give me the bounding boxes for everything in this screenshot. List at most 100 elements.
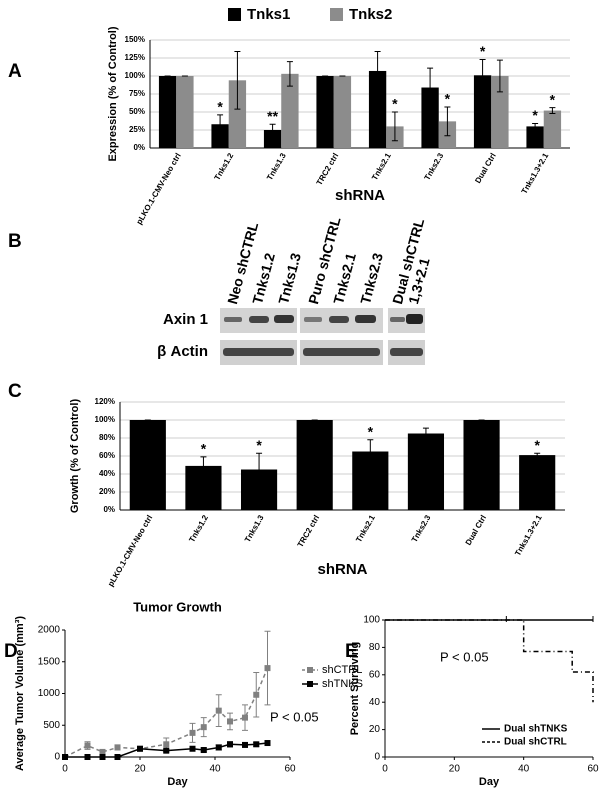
legend-marker bbox=[307, 681, 313, 687]
error-bar bbox=[200, 456, 207, 476]
bar bbox=[473, 75, 492, 148]
bar bbox=[129, 420, 166, 510]
x-tick-label: 0 bbox=[62, 764, 68, 775]
significance-label: * bbox=[201, 441, 207, 457]
marker bbox=[200, 724, 207, 731]
y-tick-label: 0% bbox=[133, 143, 145, 152]
bar bbox=[211, 124, 229, 148]
blot-band bbox=[249, 316, 269, 323]
y-tick-label: 0 bbox=[374, 752, 380, 763]
x-tick-label: 40 bbox=[209, 764, 221, 775]
significance-label: ** bbox=[267, 108, 278, 124]
marker bbox=[242, 741, 248, 748]
bar bbox=[228, 80, 247, 148]
x-tick-label: Tnks1.3 bbox=[243, 513, 266, 544]
y-tick-label: 60% bbox=[99, 451, 115, 460]
marker bbox=[163, 741, 170, 748]
error-bar bbox=[286, 61, 293, 87]
x-tick-label: Tnks1.3+2.1 bbox=[513, 513, 544, 557]
legend-label: Tnks1 bbox=[247, 6, 290, 23]
error-bar bbox=[367, 439, 374, 464]
x-tick-label: Tnks1.3+2.1 bbox=[520, 151, 551, 195]
marker bbox=[163, 747, 170, 754]
x-tick-label: 60 bbox=[587, 764, 599, 775]
bar bbox=[491, 76, 509, 148]
x-tick-label: Tnks2.3 bbox=[423, 151, 446, 182]
legend-label: Dual shCTRL bbox=[504, 737, 567, 748]
lane-label: Tnks2.1 bbox=[330, 251, 359, 306]
x-tick-label: 0 bbox=[382, 764, 388, 775]
bar bbox=[526, 126, 544, 148]
bar bbox=[158, 76, 177, 148]
annotation: P < 0.05 bbox=[440, 649, 489, 664]
blot-band bbox=[224, 317, 242, 322]
significance-label: * bbox=[532, 107, 538, 123]
error-bar bbox=[256, 452, 263, 487]
marker bbox=[253, 691, 260, 698]
error-bar bbox=[496, 59, 503, 93]
marker bbox=[215, 707, 222, 714]
blot-band bbox=[355, 315, 376, 323]
y-tick-label: 75% bbox=[129, 89, 145, 98]
y-tick-label: 2000 bbox=[38, 625, 61, 636]
x-tick-label: Tnks2.3 bbox=[410, 513, 433, 544]
annotation: P < 0.05 bbox=[270, 709, 319, 724]
panel-letter: A bbox=[8, 61, 22, 82]
y-tick-label: 40% bbox=[99, 469, 115, 478]
marker bbox=[264, 665, 271, 672]
bar bbox=[407, 433, 445, 510]
marker bbox=[99, 754, 106, 760]
legend-label: shTNKS bbox=[322, 678, 363, 690]
x-tick-label: 20 bbox=[449, 764, 461, 775]
y-tick-label: 20 bbox=[369, 724, 381, 735]
y-axis-label: Growth (% of Control) bbox=[69, 399, 81, 514]
y-axis-label: Expression (% of Control) bbox=[107, 26, 119, 161]
marker bbox=[84, 754, 91, 760]
legend-swatch bbox=[228, 8, 241, 21]
x-tick-label: pLKO.1-CMV-Neo ctrl bbox=[106, 514, 154, 589]
significance-label: * bbox=[217, 99, 223, 115]
x-tick-label: Tnks2.1 bbox=[370, 151, 393, 182]
y-tick-label: 80% bbox=[99, 433, 115, 442]
survival-curve bbox=[385, 619, 594, 703]
marker bbox=[227, 718, 233, 725]
error-bar bbox=[234, 51, 241, 110]
marker bbox=[189, 729, 196, 736]
y-tick-label: 100% bbox=[95, 415, 115, 424]
significance-label: * bbox=[392, 96, 398, 112]
marker bbox=[227, 741, 233, 748]
x-axis-label: shRNA bbox=[317, 561, 367, 578]
legend-label: Tnks2 bbox=[349, 6, 392, 23]
significance-label: * bbox=[550, 91, 556, 107]
error-bar bbox=[534, 452, 541, 458]
western-blot bbox=[220, 308, 425, 365]
x-tick-label: Dual Ctrl bbox=[464, 514, 488, 547]
y-tick-label: 25% bbox=[129, 125, 145, 134]
error-bar bbox=[422, 427, 429, 440]
x-tick-label: Tnks1.2 bbox=[187, 513, 210, 544]
marker bbox=[264, 740, 271, 747]
y-tick-label: 40 bbox=[369, 697, 381, 708]
x-tick-label: Tnks2.1 bbox=[354, 513, 377, 544]
bar bbox=[519, 455, 556, 510]
error-bar bbox=[549, 107, 556, 114]
lane-label: Tnks1.2 bbox=[249, 251, 278, 306]
y-axis-label: Percent Surviving bbox=[349, 642, 361, 736]
marker bbox=[62, 754, 68, 760]
y-tick-label: 150% bbox=[125, 35, 145, 44]
marker bbox=[189, 745, 196, 752]
legend-label: shCTRL bbox=[322, 664, 362, 676]
marker bbox=[215, 744, 222, 751]
x-tick-label: TRC2 ctrl bbox=[296, 514, 322, 549]
marker bbox=[200, 747, 207, 754]
panel-letter: D bbox=[4, 641, 18, 662]
blot-band bbox=[304, 317, 322, 322]
marker bbox=[114, 754, 121, 760]
marker bbox=[99, 748, 106, 755]
error-bar bbox=[374, 51, 381, 91]
panel-letter: E bbox=[345, 641, 358, 662]
bar bbox=[333, 76, 352, 148]
y-tick-label: 50% bbox=[129, 107, 145, 116]
marker bbox=[253, 741, 260, 748]
